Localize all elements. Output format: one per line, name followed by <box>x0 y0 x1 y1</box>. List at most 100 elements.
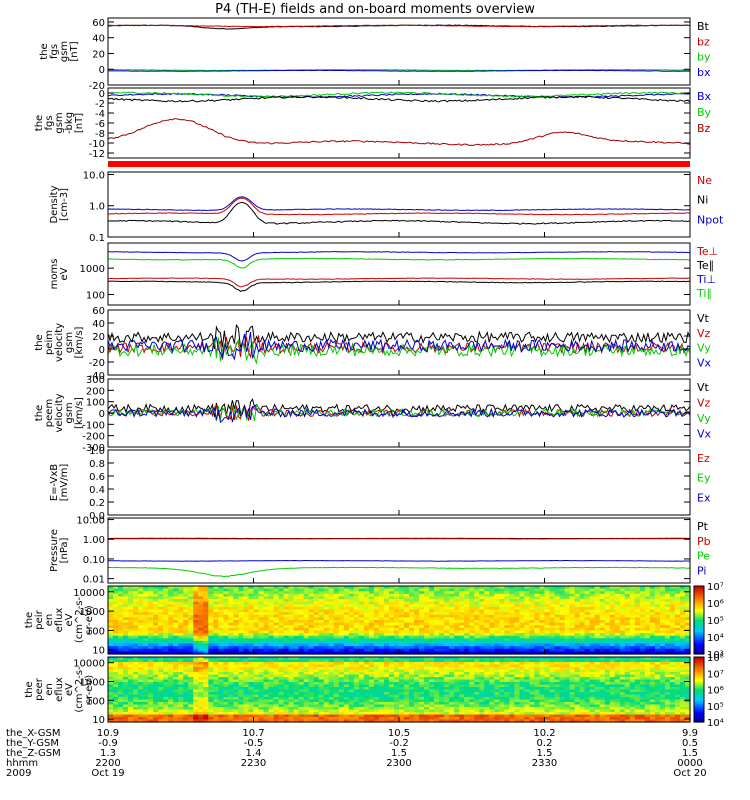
y-axis-label-line: gsm <box>64 402 75 423</box>
heat-cell <box>258 697 265 701</box>
heat-cell <box>303 617 310 621</box>
heat-cell <box>288 702 295 706</box>
heat-cell <box>198 609 204 613</box>
heat-cell <box>649 601 656 605</box>
heat-cell <box>188 591 194 595</box>
heat-cell <box>258 604 265 608</box>
heat-cell <box>338 669 345 673</box>
heat-cell <box>454 627 460 632</box>
heat-cell <box>288 694 295 698</box>
heat-cell <box>158 657 164 661</box>
heat-cell <box>323 620 330 624</box>
heat-cell <box>469 593 475 598</box>
heat-cell <box>619 622 626 626</box>
heat-cell <box>113 667 119 671</box>
heat-cell <box>248 699 255 703</box>
heat-cell <box>449 638 455 642</box>
heat-cell <box>188 635 194 639</box>
heat-cell <box>644 614 651 618</box>
heat-cell <box>213 588 219 592</box>
heat-cell <box>414 606 420 611</box>
heat-cell <box>569 612 576 616</box>
heat-cell <box>559 638 566 642</box>
heat-cell <box>373 674 380 678</box>
heat-cell <box>383 699 390 703</box>
heat-cell <box>278 609 285 613</box>
heat-cell <box>223 687 230 691</box>
heat-cell <box>399 586 405 590</box>
heat-cell <box>218 625 224 629</box>
heat-cell <box>118 609 124 613</box>
heat-cell <box>554 609 561 613</box>
heat-cell <box>409 702 415 706</box>
heat-cell <box>223 593 230 598</box>
heat-cell <box>609 640 616 645</box>
heat-cell <box>449 627 455 632</box>
heat-cell <box>584 612 591 616</box>
heat-cell <box>404 633 410 637</box>
heat-cell <box>208 609 214 613</box>
heat-cell <box>128 627 134 632</box>
heat-cell <box>233 672 240 676</box>
heat-cell <box>218 633 224 637</box>
heat-cell <box>233 674 240 678</box>
heat-cell <box>133 712 139 716</box>
heat-cell <box>133 601 139 605</box>
heat-cell <box>248 612 255 616</box>
heat-cell <box>243 609 250 613</box>
heat-cell <box>188 606 194 611</box>
heat-cell <box>138 697 144 701</box>
heat-cell <box>138 669 144 673</box>
heat-cell <box>228 635 235 639</box>
y-tick-label: 10.00 <box>76 516 105 527</box>
heat-cell <box>203 609 209 613</box>
heat-cell <box>268 646 275 650</box>
heat-cell <box>358 687 365 691</box>
heat-cell <box>213 606 219 611</box>
heat-cell <box>308 702 315 706</box>
heat-cell <box>148 659 154 663</box>
heat-cell <box>388 640 395 645</box>
heat-cell <box>509 591 515 595</box>
heat-cell <box>268 692 275 696</box>
heat-cell <box>564 622 571 626</box>
heat-cell <box>559 643 566 647</box>
heat-cell <box>454 651 460 655</box>
heat-cell <box>599 633 606 637</box>
heat-cell <box>333 707 340 711</box>
heat-cell <box>173 692 179 696</box>
heat-cell <box>288 622 295 626</box>
heat-cell <box>288 599 295 603</box>
heat-cell <box>419 651 425 655</box>
heat-cell <box>449 588 455 592</box>
heat-cell <box>353 699 360 703</box>
heat-cell <box>419 593 425 598</box>
heat-cell <box>424 617 430 621</box>
heat-cell <box>173 664 179 668</box>
heat-cell <box>263 617 270 621</box>
heat-cell <box>674 620 681 624</box>
heat-cell <box>178 712 184 716</box>
heat-cell <box>549 586 556 590</box>
heat-cell <box>298 704 305 708</box>
heat-cell <box>253 659 260 663</box>
heat-cell <box>388 614 395 618</box>
heat-cell <box>604 614 611 618</box>
heat-cell <box>554 599 561 603</box>
heat-cell <box>439 627 445 632</box>
heat-cell <box>118 635 124 639</box>
heat-cell <box>338 677 345 681</box>
heat-cell <box>404 588 410 592</box>
heat-cell <box>399 667 405 671</box>
heat-cell <box>358 704 365 708</box>
y-tick-label: 0.4 <box>89 485 105 496</box>
legend-entry: Ni <box>697 194 708 207</box>
heat-cell <box>263 627 270 632</box>
heat-cell <box>303 638 310 642</box>
series-line <box>108 69 691 72</box>
heat-cell <box>168 717 174 721</box>
heat-cell <box>534 604 541 608</box>
heat-cell <box>383 659 390 663</box>
heat-cell <box>439 640 445 645</box>
panel-frame <box>107 517 691 584</box>
